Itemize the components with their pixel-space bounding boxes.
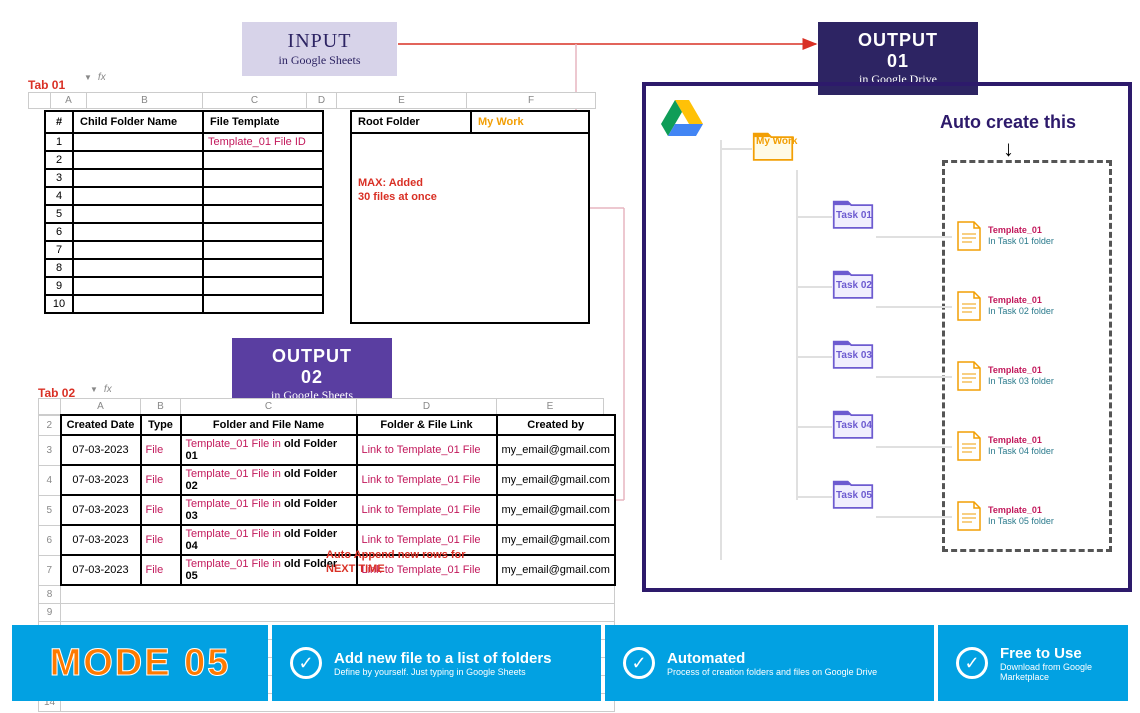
file-block-1: Template_01In Task 01 folder [956,220,1054,252]
col-root: Root Folder [351,111,471,133]
output2-title: OUTPUT 02 [258,346,366,388]
tab01-right-table: Root Folder My Work [350,110,590,324]
col-template: File Template [203,111,323,133]
check-icon: ✓ [956,647,988,679]
tree-connector [720,148,752,150]
tab02-col-headers: A B C D E [38,398,604,415]
col-hash: # [45,111,73,133]
file-block-3: Template_01In Task 03 folder [956,360,1054,392]
mode-badge: MODE 05 [12,625,268,701]
max-annot: MAX: Added 30 files at once [358,176,437,205]
check-icon: ✓ [623,647,655,679]
footer-sec-3: ✓ Free to UseDownload from Google Market… [938,625,1128,701]
col-mywork: My Work [471,111,589,133]
input-subtitle: in Google Sheets [268,53,371,68]
table-row: 307-03-2023FileTemplate_01 File in old F… [39,435,615,465]
auto-create-title: Auto create this [940,112,1076,133]
table-row: 507-03-2023FileTemplate_01 File in old F… [39,495,615,525]
footer-bar: MODE 05 ✓ Add new file to a list of fold… [12,625,1128,701]
append-annot: Auto Append new rows for NEXT TIME [326,548,466,577]
fx-icon: fx [104,384,112,395]
col-child: Child Folder Name [73,111,203,133]
table-row: 407-03-2023FileTemplate_01 File in old F… [39,465,615,495]
dropdown-icon: ▼ [84,73,92,82]
check-icon: ✓ [290,647,322,679]
output1-title: OUTPUT 01 [844,30,952,72]
google-drive-icon [660,98,704,138]
input-title: INPUT [268,30,371,53]
file-block-2: Template_01In Task 02 folder [956,290,1054,322]
footer-sec-2: ✓ AutomatedProcess of creation folders a… [605,625,934,701]
file-block-5: Template_01In Task 05 folder [956,500,1054,532]
down-arrow-icon: ↓ [1003,136,1014,162]
tab02-fx-bar: ▼ fx [90,384,112,395]
mywork-folder: My Work [752,128,794,162]
input-banner: INPUT in Google Sheets [242,22,397,76]
fx-icon: fx [98,72,106,83]
tree-stem [720,140,722,560]
tab01-fx-bar: ▼ fx [84,72,106,83]
footer-sec-1: ✓ Add new file to a list of foldersDefin… [272,625,601,701]
tab01-label: Tab 01 [28,78,65,92]
tab01-sheet: A B C D E F [28,92,596,109]
dropdown-icon: ▼ [90,385,98,394]
tab01-left-table: # Child Folder Name File Template 1Templ… [44,110,324,314]
file-block-4: Template_01In Task 04 folder [956,430,1054,462]
tree-substem [796,170,798,500]
dashed-outline [942,160,1112,552]
